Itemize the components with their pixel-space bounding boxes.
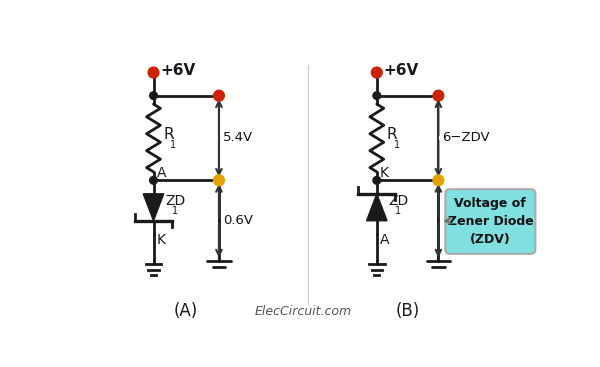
Text: 6−ZDV: 6−ZDV xyxy=(442,131,490,145)
Text: +6V: +6V xyxy=(160,63,196,79)
Circle shape xyxy=(214,90,224,101)
Circle shape xyxy=(433,175,444,186)
Text: 1: 1 xyxy=(172,206,178,216)
Text: (A): (A) xyxy=(174,302,199,320)
Text: (B): (B) xyxy=(395,302,420,320)
Polygon shape xyxy=(367,194,387,221)
Text: 0.6V: 0.6V xyxy=(223,214,253,227)
FancyBboxPatch shape xyxy=(445,189,535,254)
Text: +6V: +6V xyxy=(384,63,419,79)
Text: 1: 1 xyxy=(395,206,401,216)
Text: A: A xyxy=(380,233,389,247)
Text: R: R xyxy=(387,127,397,142)
Circle shape xyxy=(214,175,224,186)
Text: K: K xyxy=(380,166,389,179)
Circle shape xyxy=(373,92,380,99)
Text: K: K xyxy=(157,233,166,247)
Text: R: R xyxy=(164,127,174,142)
Text: A: A xyxy=(157,166,166,179)
Text: ZD: ZD xyxy=(165,194,185,208)
Text: ElecCircuit.com: ElecCircuit.com xyxy=(255,305,352,318)
Text: 5.4V: 5.4V xyxy=(223,131,253,145)
Circle shape xyxy=(371,67,382,78)
Circle shape xyxy=(433,90,444,101)
Circle shape xyxy=(149,92,157,99)
Text: Voltage of
Zener Diode
(ZDV): Voltage of Zener Diode (ZDV) xyxy=(448,197,533,246)
Circle shape xyxy=(373,177,380,184)
Circle shape xyxy=(148,67,159,78)
Text: 1: 1 xyxy=(394,139,400,149)
Circle shape xyxy=(149,177,157,184)
Polygon shape xyxy=(143,194,164,221)
Text: ZD: ZD xyxy=(388,194,409,208)
Text: 1: 1 xyxy=(170,139,176,149)
